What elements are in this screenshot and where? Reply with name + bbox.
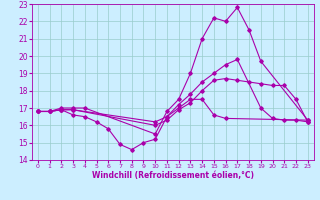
X-axis label: Windchill (Refroidissement éolien,°C): Windchill (Refroidissement éolien,°C) bbox=[92, 171, 254, 180]
